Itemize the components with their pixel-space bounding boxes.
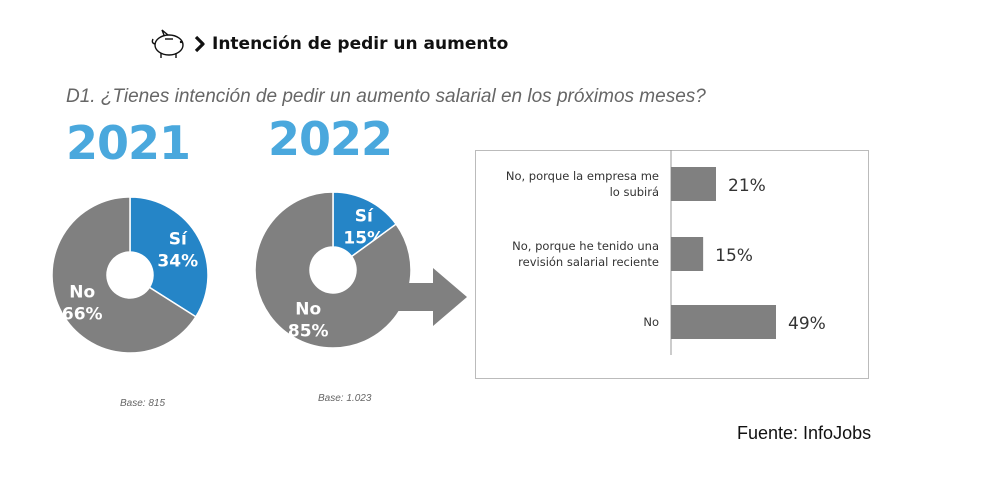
donut-label-si: Sí [169, 230, 188, 250]
bar-chart: 21% No, porque la empresa me lo subirá 15% N… [475, 150, 869, 379]
year-2022-title: 2022 [268, 112, 393, 166]
donut-value-no: 85% [288, 322, 329, 342]
question-text: D1. ¿Tienes intención de pedir un aument… [66, 86, 706, 107]
base-2021: Base: 815 [120, 398, 166, 409]
donut-label-no: No [69, 282, 95, 302]
bar-category-label: No [643, 315, 659, 329]
base-2022: Base: 1.023 [318, 393, 372, 404]
donut-slice-si [129, 196, 209, 318]
source-label: Fuente: InfoJobs [737, 423, 872, 443]
donut-slice-no [254, 191, 412, 349]
bar-category-label: revisión salarial reciente [518, 255, 659, 269]
header-title: Intención de pedir un aumento [212, 34, 509, 54]
bar-0 [671, 167, 716, 201]
donut-label-no: No [295, 300, 321, 320]
bar-category-label: lo subirá [610, 185, 659, 199]
bar-category-label: No, porque la empresa me [506, 169, 659, 183]
bar-value-label: 21% [728, 176, 766, 196]
bar-2 [671, 305, 776, 339]
donut-value-si: 34% [157, 252, 198, 272]
bar-value-label: 49% [788, 314, 826, 334]
bar-1 [671, 237, 704, 271]
donut-value-no: 66% [62, 304, 103, 324]
arrow-right-icon [385, 268, 467, 326]
header: Intención de pedir un aumento [150, 26, 508, 62]
donut-label-si: Sí [355, 206, 374, 226]
bar-value-label: 15% [715, 246, 753, 266]
bar-category-label: No, porque he tenido una [512, 239, 659, 253]
piggy-bank-icon [151, 29, 184, 58]
year-2021-title: 2021 [66, 116, 191, 170]
donut-slice-no [51, 196, 197, 354]
chevron-right-icon [194, 35, 205, 53]
